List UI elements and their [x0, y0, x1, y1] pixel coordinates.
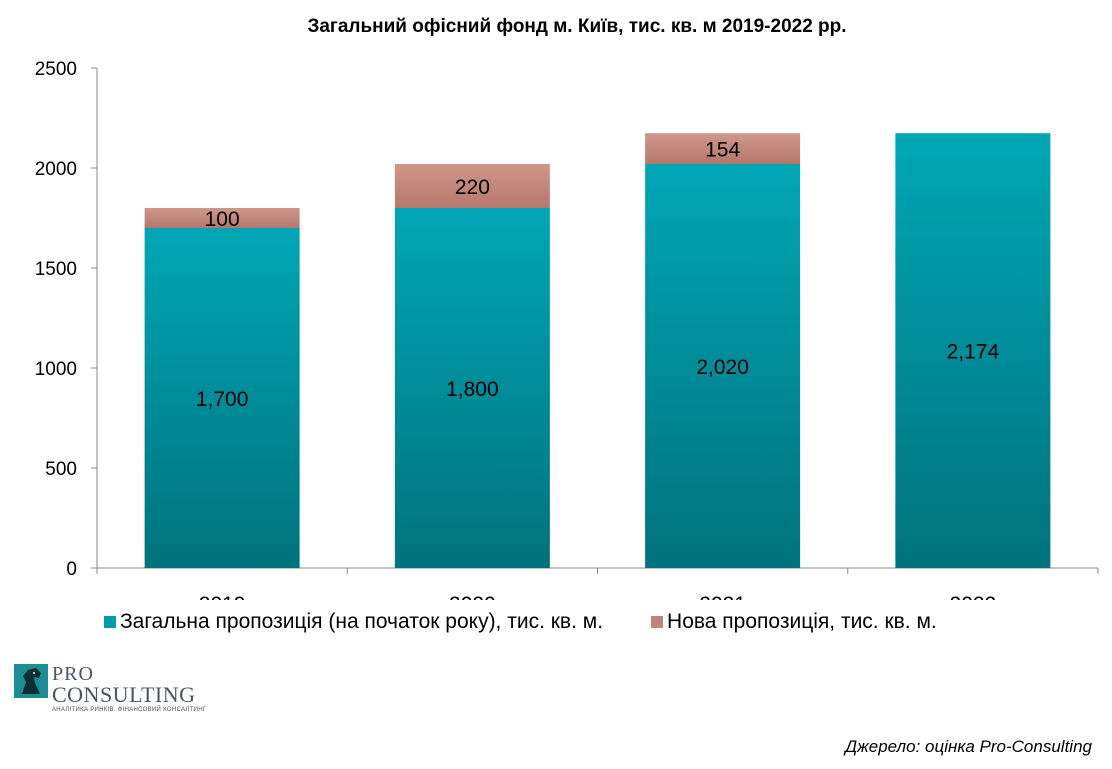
x-tick-label: 2020 [449, 593, 496, 600]
bar-new-supply [394, 164, 550, 208]
y-tick-label: 500 [45, 459, 77, 480]
bar-total-supply [144, 228, 300, 568]
bars [144, 133, 1051, 568]
source-note: Джерело: оцінка Pro-Consulting [845, 737, 1092, 756]
legend-label-new-supply: Нова пропозиція, тис. кв. м. [667, 610, 937, 633]
legend-swatch-new-supply [651, 616, 664, 628]
legend-swatch-total-supply [104, 616, 116, 628]
legend: Загальна пропозиція (на початок року), т… [104, 610, 985, 634]
x-axis: 2019 2020 2021 2022 [96, 567, 1099, 600]
y-tick-label: 1000 [35, 359, 77, 380]
x-tick-label: 2019 [199, 593, 246, 600]
y-tick-label: 2000 [35, 159, 77, 180]
bar-new-supply [645, 133, 801, 164]
logo-line-pro: PRO [52, 663, 94, 685]
data-label: 220 [455, 176, 490, 199]
x-tick-label: 2021 [699, 593, 746, 600]
horse-head-icon [14, 664, 48, 698]
logo-line-consulting: CONSULTING [52, 682, 196, 707]
data-label: 1,800 [446, 378, 499, 401]
bar-new-supply [144, 208, 300, 228]
bar-labels: 1,700 100 1,800 220 2,020 154 2,174 [196, 139, 1000, 411]
logo-tagline: АНАЛІТИКА РИНКІВ. ФІНАНСОВИЙ КОНСАЛТИНГ [52, 707, 207, 713]
chart-title: Загальний офісний фонд м. Київ, тис. кв.… [307, 16, 846, 37]
legend-item-new-supply: Нова пропозиція, тис. кв. м. [651, 610, 937, 634]
data-label: 2,174 [947, 341, 1000, 364]
data-label: 1,700 [196, 388, 249, 411]
pro-consulting-logo: PRO CONSULTING АНАЛІТИКА РИНКІВ. ФІНАНСО… [14, 664, 206, 713]
stacked-bar-chart: Загальний офісний фонд м. Київ, тис. кв.… [35, 16, 1099, 600]
legend-label-total-supply: Загальна пропозиція (на початок року), т… [120, 610, 604, 633]
data-label: 154 [705, 139, 740, 162]
y-tick-label: 0 [66, 559, 77, 580]
y-tick-label: 1500 [35, 259, 77, 280]
x-tick-label: 2022 [950, 593, 997, 600]
y-tick-label: 2500 [35, 59, 77, 80]
bar-total-supply [645, 164, 801, 568]
bar-total-supply [394, 208, 550, 568]
bar-total-supply [895, 133, 1051, 568]
data-label: 100 [205, 208, 240, 231]
data-label: 2,020 [696, 356, 749, 379]
legend-item-total-supply: Загальна пропозиція (на початок року), т… [104, 610, 603, 634]
y-axis: 0 500 1000 1500 2000 2500 [35, 59, 98, 580]
